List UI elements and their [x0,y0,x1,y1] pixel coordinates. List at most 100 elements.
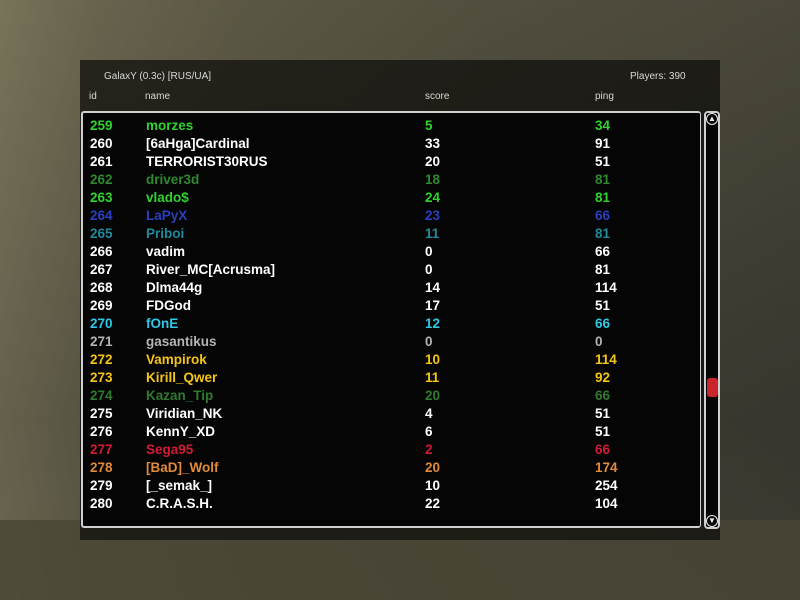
player-name: [_semak_] [146,478,213,493]
player-score: 23 [425,208,441,223]
player-score: 20 [425,460,441,475]
player-row[interactable]: 277 Sega95 2 66 [83,441,693,459]
scroll-up-arrow-icon[interactable]: ▲ [706,113,718,125]
player-row[interactable]: 279 [_semak_] 10 254 [83,477,693,495]
player-id: 263 [90,190,113,205]
player-name: LaPyX [146,208,188,223]
scrollbar-thumb[interactable] [707,377,718,397]
player-row[interactable]: 265 Priboi 11 81 [83,225,693,243]
player-row[interactable]: 272 Vampirok 10 114 [83,351,693,369]
player-ping: 51 [595,406,611,421]
player-row[interactable]: 273 Kirill_Qwer 11 92 [83,369,693,387]
player-score: 20 [425,388,441,403]
player-id: 272 [90,352,113,367]
column-header-ping[interactable]: ping [595,91,614,102]
player-name: Sega95 [146,442,194,457]
player-name: TERRORIST30RUS [146,154,268,169]
player-name: Dlma44g [146,280,203,295]
player-id: 274 [90,388,113,403]
player-ping: 254 [595,478,618,493]
player-ping: 66 [595,244,611,259]
player-ping: 0 [595,334,603,349]
player-row[interactable]: 269 FDGod 17 51 [83,297,693,315]
player-ping: 114 [595,280,617,295]
player-id: 276 [90,424,113,439]
player-ping: 66 [595,442,611,457]
player-id: 262 [90,172,113,187]
player-row[interactable]: 262 driver3d 18 81 [83,171,693,189]
player-name: morzes [146,118,194,133]
player-id: 279 [90,478,113,493]
player-score: 4 [425,406,433,421]
player-name: vadim [146,244,186,259]
player-score: 17 [425,298,441,313]
player-name: Priboi [146,226,185,241]
player-id: 266 [90,244,113,259]
player-id: 267 [90,262,113,277]
player-row[interactable]: 260 [6aHga]Cardinal 33 91 [83,135,693,153]
player-id: 269 [90,298,113,313]
player-list[interactable]: 259 morzes 5 34 260 [6aHga]Cardinal 33 91 261 TER… [81,111,701,528]
scroll-down-arrow-icon[interactable]: ▼ [706,515,718,527]
player-id: 268 [90,280,113,295]
player-score: 24 [425,190,441,205]
column-header-score[interactable]: score [425,91,450,102]
player-row[interactable]: 271 gasantikus 0 0 [83,333,693,351]
player-row[interactable]: 261 TERRORIST30RUS 20 51 [83,153,693,171]
player-name: fOnE [146,316,179,331]
column-header-name[interactable]: name [145,91,171,102]
player-ping: 66 [595,316,611,331]
player-row[interactable]: 267 River_MC[Acrusma] 0 81 [83,261,693,279]
player-score: 33 [425,136,441,151]
player-ping: 81 [595,226,611,241]
player-score: 12 [425,316,441,331]
player-row[interactable]: 280 C.R.A.S.H. 22 104 [83,495,693,513]
player-row[interactable]: 264 LaPyX 23 66 [83,207,693,225]
player-ping: 104 [595,496,618,511]
player-name: Kirill_Qwer [146,370,218,385]
player-row[interactable]: 278 [BaD]_Wolf 20 174 [83,459,693,477]
player-ping: 66 [595,208,611,223]
player-id: 280 [90,496,113,511]
player-id: 278 [90,460,113,475]
player-ping: 51 [595,154,611,169]
player-score: 2 [425,442,433,457]
player-ping: 66 [595,388,611,403]
player-row[interactable]: 259 morzes 5 34 [83,117,693,135]
player-ping: 174 [595,460,618,475]
player-id: 264 [90,208,113,223]
players-count: Players: 390 [630,71,686,82]
player-name: Kazan_Tip [146,388,214,403]
player-score: 18 [425,172,441,187]
player-row[interactable]: 270 fOnE 12 66 [83,315,693,333]
player-ping: 51 [595,298,611,313]
player-name: C.R.A.S.H. [146,496,213,511]
player-ping: 91 [595,136,611,151]
player-name: KennY_XD [146,424,216,439]
player-id: 273 [90,370,113,385]
player-row[interactable]: 266 vadim 0 66 [83,243,693,261]
player-score: 0 [425,244,433,259]
player-id: 277 [90,442,113,457]
player-score: 10 [425,478,441,493]
player-ping: 114 [595,352,617,367]
player-id: 270 [90,316,113,331]
player-ping: 34 [595,118,611,133]
scrollbar[interactable]: ▲ ▼ [704,111,720,529]
column-header-id[interactable]: id [89,91,97,102]
player-id: 259 [90,118,113,133]
player-name: Viridian_NK [146,406,223,421]
server-name: GalaxY (0.3c) [RUS/UA] [104,71,212,82]
player-row[interactable]: 268 Dlma44g 14 114 [83,279,693,297]
player-name: driver3d [146,172,200,187]
player-row[interactable]: 263 vlado$ 24 81 [83,189,693,207]
player-score: 6 [425,424,433,439]
player-name: [6aHga]Cardinal [146,136,250,151]
player-name: Vampirok [146,352,207,367]
player-name: FDGod [146,298,191,313]
player-row[interactable]: 274 Kazan_Tip 20 66 [83,387,693,405]
player-row[interactable]: 275 Viridian_NK 4 51 [83,405,693,423]
player-name: River_MC[Acrusma] [146,262,276,277]
player-row[interactable]: 276 KennY_XD 6 51 [83,423,693,441]
player-score: 0 [425,262,433,277]
